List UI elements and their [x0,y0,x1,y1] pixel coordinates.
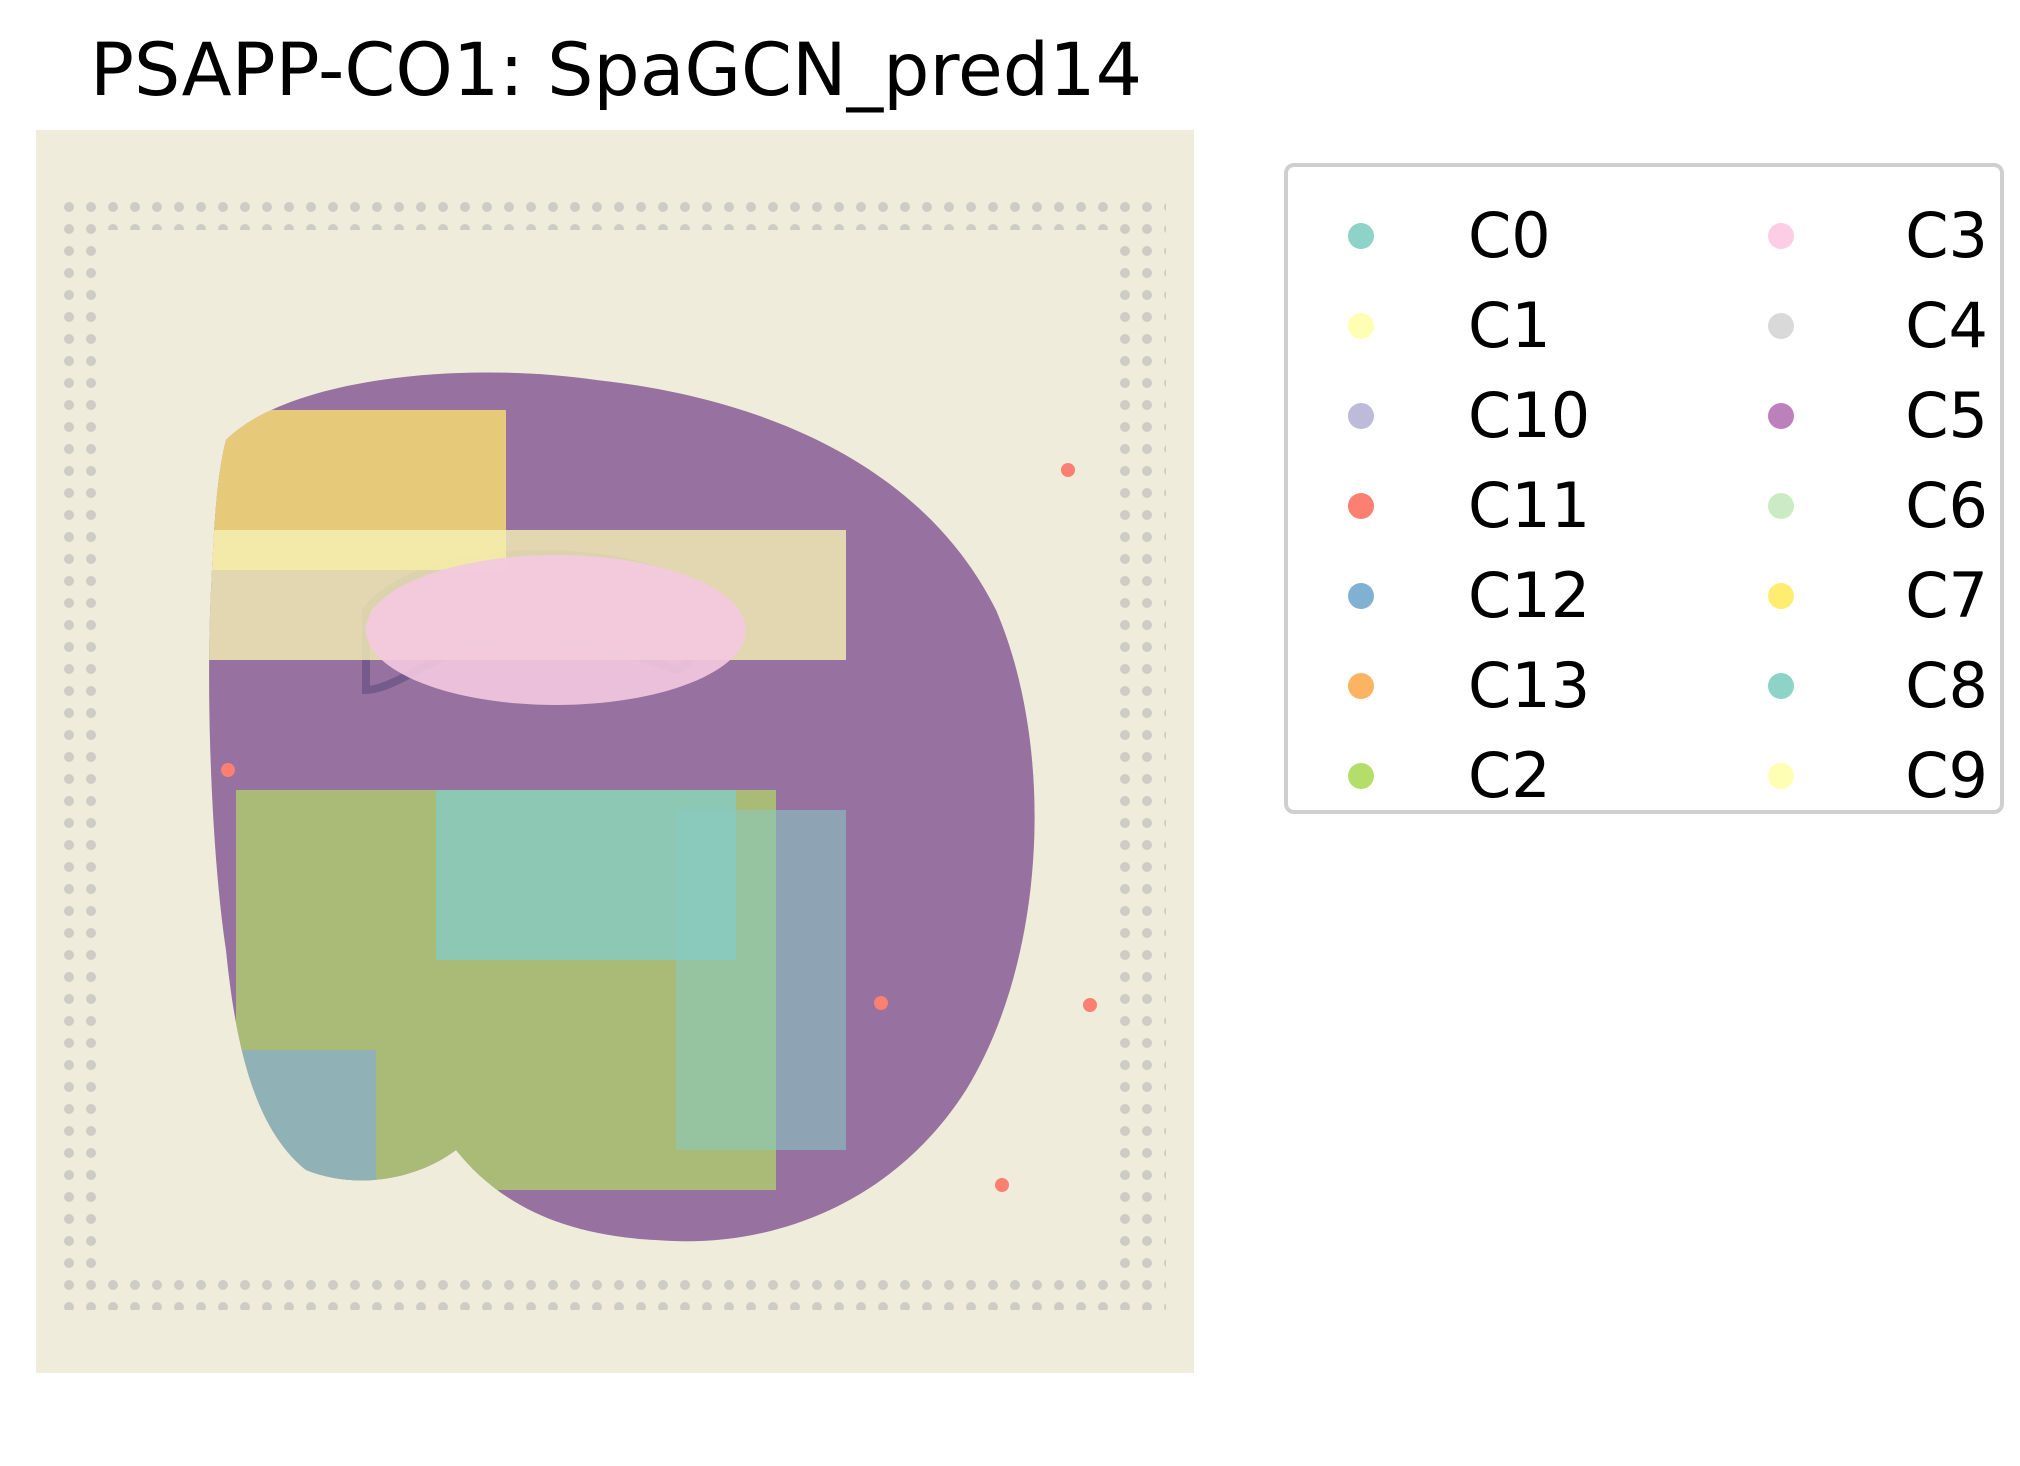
plot-title: PSAPP-CO1: SpaGCN_pred14 [89,28,1143,113]
legend-label: C4 [1905,289,1988,362]
legend-label: C1 [1468,289,1551,362]
spot-c11 [995,1178,1009,1192]
spot-c11 [1061,463,1075,477]
legend-item: C6 [1768,469,1988,542]
legend-item: C8 [1768,649,1988,722]
legend-item: C3 [1768,199,1988,272]
legend-item: C11 [1348,475,1590,537]
legend-label: C10 [1468,379,1591,452]
legend-item: C2 [1348,739,1568,812]
legend-marker [1348,493,1374,519]
legend-marker [1348,673,1374,699]
legend-marker [1348,403,1374,429]
legend-item: C5 [1768,379,1988,452]
legend-item: C0 [1348,199,1568,272]
legend-item: C10 [1348,385,1590,447]
cluster-c3-region [366,555,746,705]
legend-label: C11 [1468,469,1591,542]
legend-label: C8 [1905,649,1988,722]
legend-marker [1768,763,1794,789]
fiducial-frame [56,190,1166,1310]
legend-marker [1348,583,1374,609]
legend-label: C6 [1905,469,1988,542]
legend-label: C9 [1905,739,1988,812]
legend-marker [1348,223,1374,249]
legend-marker [1768,493,1794,519]
cluster-c8-region-right [676,810,846,1150]
legend-item: C12 [1348,565,1590,627]
legend-marker [1768,673,1794,699]
legend: C0 C1 C10 C11 C12 C13 C2 C3 C4 C5 C6 C7 C8 C9 [1284,163,2004,814]
legend-item: C4 [1768,289,1988,362]
legend-label: C5 [1905,379,1988,452]
legend-label: C3 [1905,199,1988,272]
legend-marker [1768,313,1794,339]
spot-clusters [209,372,1035,1242]
tissue-spatial-plot [36,130,1194,1373]
legend-marker [1768,223,1794,249]
legend-marker [1348,313,1374,339]
legend-item: C9 [1768,739,1988,812]
spot-c11 [221,763,235,777]
legend-label: C13 [1468,649,1591,722]
spot-c11 [1083,998,1097,1012]
legend-item: C1 [1348,289,1568,362]
legend-marker [1348,763,1374,789]
legend-label: C12 [1468,559,1591,632]
legend-label: C2 [1468,739,1551,812]
legend-item: C13 [1348,655,1590,717]
legend-label: C0 [1468,199,1551,272]
legend-marker [1768,403,1794,429]
legend-marker [1768,583,1794,609]
spot-c11 [874,996,888,1010]
legend-item: C7 [1768,559,1988,632]
legend-label: C7 [1905,559,1988,632]
